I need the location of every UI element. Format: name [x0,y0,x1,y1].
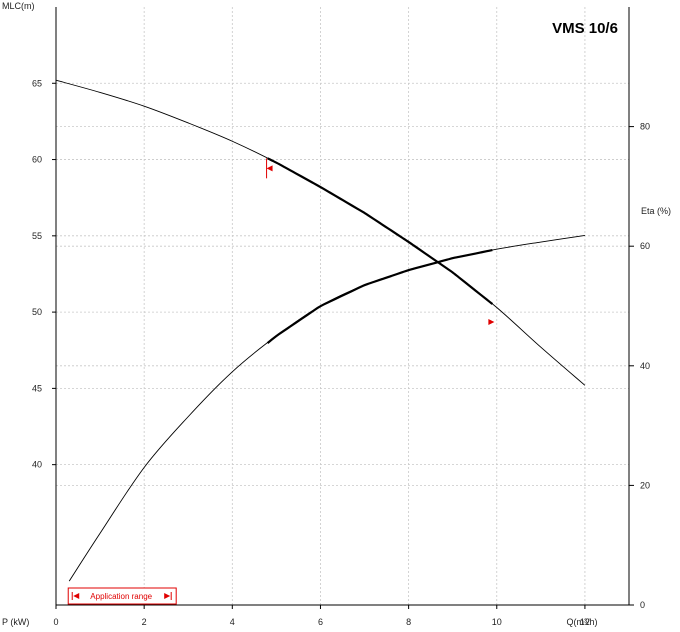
plot-frame [55,7,630,606]
application-range-label: Application range [90,592,152,601]
x-tick-label: 4 [230,617,235,627]
application-range-frame [67,587,177,605]
x-tick-label: 6 [318,617,323,627]
y-left-tick-label: 65 [32,78,42,88]
axis-ticks: 40 45 50 55 60 65 0 20 40 60 80 0 2 4 6 8 10 12 [32,78,650,627]
y-right-axis-title: Eta (%) [641,206,671,216]
range-markers [266,158,495,326]
operating-range-end-arrow [488,319,495,326]
curves [55,79,586,582]
y-right-tick-label: 80 [640,122,650,132]
x-tick-label: 0 [53,617,58,627]
y-left-tick-label: 40 [32,460,42,470]
application-range-right-arrow [164,593,171,599]
head-curve-operating-range [267,157,494,305]
x-tick-label: 12 [580,617,590,627]
operating-range-start-arrow [266,165,273,172]
x-tick-label: 2 [142,617,147,627]
application-range-box: Application range [67,587,177,605]
efficiency-curve [68,234,585,582]
grid [56,7,629,605]
x-tick-label: 8 [406,617,411,627]
y-left-axis-title: MLC(m) [2,1,35,11]
y-right-tick-label: 40 [640,361,650,371]
chart-title: VMS 10/6 [552,20,618,37]
power-axis-label: P (kW) [2,617,29,627]
y-right-tick-label: 0 [640,600,645,610]
y-left-tick-label: 50 [32,307,42,317]
y-left-tick-label: 45 [32,383,42,393]
application-range-left-arrow [73,593,80,599]
y-right-tick-label: 60 [640,241,650,251]
y-left-tick-label: 55 [32,231,42,241]
y-left-tick-label: 60 [32,155,42,165]
x-axis-title: Q(m³/h) [567,617,598,627]
efficiency-curve-operating-range [266,249,493,344]
x-tick-label: 10 [492,617,502,627]
y-right-tick-label: 20 [640,480,650,490]
